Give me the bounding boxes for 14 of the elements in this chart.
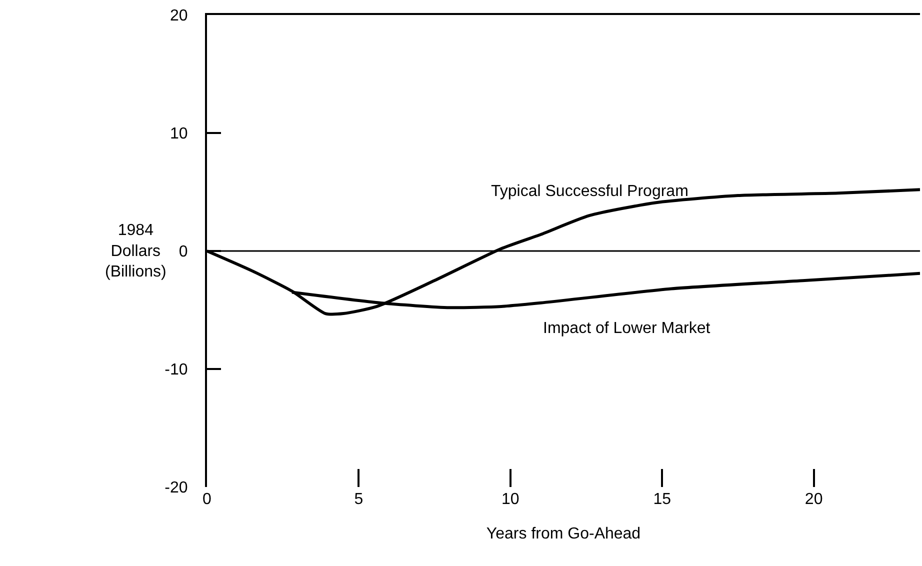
series-label: Impact of Lower Market [543,320,711,337]
y-tick-label: 20 [170,8,188,25]
series-label: Typical Successful Program [491,183,688,200]
x-axis-title: Years from Go-Ahead [486,526,641,543]
y-tick-label: -10 [164,362,188,379]
x-tick-label: 0 [202,491,212,508]
y-tick-label: -20 [164,480,188,497]
x-tick-label: 15 [653,491,672,508]
x-tick-label: 20 [804,491,823,508]
y-tick-label: 10 [170,126,188,143]
y-tick-label: 0 [178,244,188,261]
x-tick-label: 10 [502,491,520,508]
y-axis-title: 1984 Dollars (Billions) [105,222,166,281]
x-tick-label: 5 [354,491,364,508]
